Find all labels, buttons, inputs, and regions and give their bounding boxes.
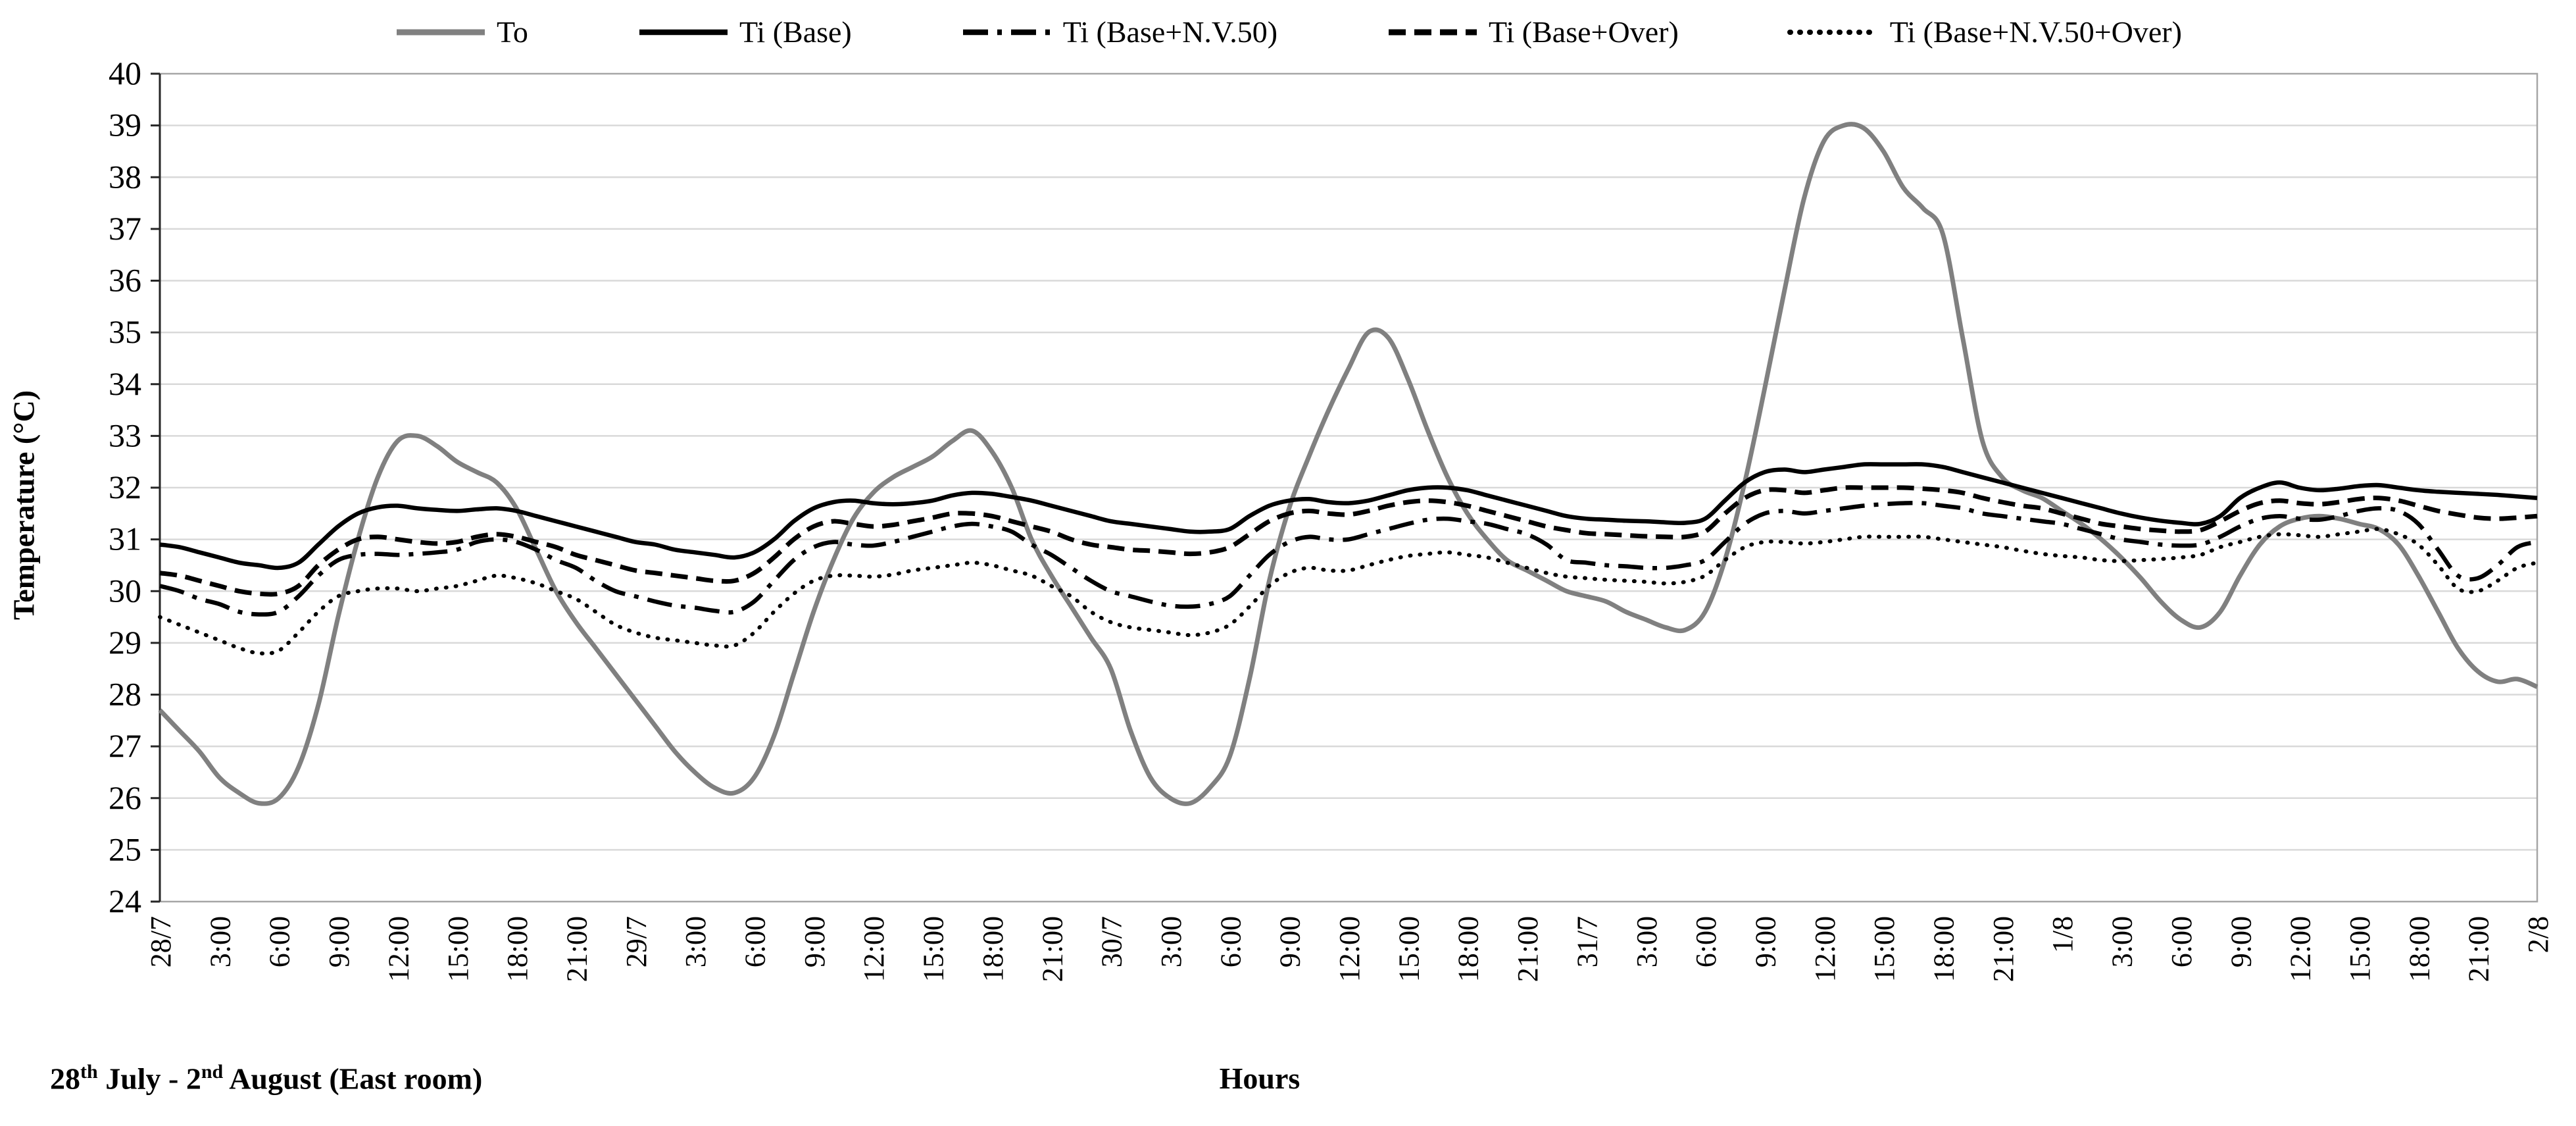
y-tick-label: 29 (109, 624, 141, 661)
x-tick-label: 15:00 (1868, 916, 1900, 982)
x-tick-label: 21:00 (1512, 916, 1544, 982)
legend-item-ti-base-over: Ti (Base+Over) (1386, 14, 1679, 49)
x-tick-label: 21:00 (560, 916, 593, 982)
caption: 28th July - 2nd August (East room) (50, 1061, 482, 1096)
x-tick-label: 3:00 (204, 916, 236, 967)
legend-label-ti-base-nv50-over: Ti (Base+N.V.50+Over) (1889, 15, 2182, 49)
x-tick-label: 12:00 (2285, 916, 2317, 982)
y-tick-label: 27 (109, 727, 141, 764)
x-tick-label: 15:00 (442, 916, 474, 982)
legend-item-ti-base-nv50-over: Ti (Base+N.V.50+Over) (1787, 14, 2182, 49)
line-sample-icon (397, 29, 485, 35)
line-sample-icon (962, 29, 1051, 35)
x-axis: 28/7 3:00 6:00 9:00 12:00 15:00 18:00 21:00 29/7… (145, 916, 2554, 982)
y-axis: 24 25 26 27 28 29 30 31 32 33 34 35 36 37 38 39 40 (109, 55, 161, 919)
x-tick-label: 3:00 (680, 916, 712, 967)
y-tick-label: 31 (109, 521, 141, 557)
series-line-0 (158, 122, 2539, 806)
x-tick-label: 9:00 (799, 916, 831, 967)
caption-superscript: th (80, 1061, 98, 1083)
x-tick-label: 9:00 (1749, 916, 1781, 967)
x-tick-label: 12:00 (1809, 916, 1841, 982)
x-tick-label: 18:00 (977, 916, 1009, 982)
caption-text: 28 (50, 1062, 80, 1096)
legend-label-ti-base: Ti (Base) (739, 15, 852, 49)
x-tick-label: 28/7 (145, 916, 177, 967)
legend-item-ti-base: Ti (Base) (637, 14, 852, 49)
y-tick-label: 40 (109, 55, 141, 91)
chart-legend: To Ti (Base) Ti (Base+N.V.50) Ti (Base+O… (0, 14, 2576, 49)
x-tick-label: 3:00 (1631, 916, 1663, 967)
y-tick-label: 34 (109, 365, 141, 402)
x-tick-label: 15:00 (918, 916, 950, 982)
x-tick-label: 15:00 (1393, 916, 1425, 982)
line-sample-icon (639, 29, 728, 35)
x-tick-label: 12:00 (1333, 916, 1366, 982)
x-tick-label: 21:00 (1987, 916, 2019, 982)
series-line-1 (159, 462, 2538, 571)
x-tick-label: 15:00 (2344, 916, 2376, 982)
y-tick-label: 38 (109, 158, 141, 195)
line-sample-icon (1389, 29, 1477, 35)
y-tick-label: 26 (109, 779, 141, 816)
x-tick-label: 18:00 (2403, 916, 2435, 982)
x-tick-label: 29/7 (620, 916, 653, 967)
x-tick-label: 18:00 (1452, 916, 1485, 982)
y-tick-label: 28 (109, 676, 141, 713)
x-tick-label: 12:00 (858, 916, 890, 982)
x-tick-label: 18:00 (1928, 916, 1960, 982)
y-tick-label: 39 (109, 107, 141, 143)
series-line-2 (159, 500, 2538, 617)
x-tick-label: 6:00 (1214, 916, 1247, 967)
x-tick-label: 9:00 (1274, 916, 1306, 967)
x-tick-label: 2/8 (2522, 916, 2554, 953)
gridlines (160, 124, 2537, 851)
legend-item-ti-base-nv50: Ti (Base+N.V.50) (960, 14, 1277, 49)
x-tick-label: 9:00 (2225, 916, 2257, 967)
x-tick-label: 21:00 (1036, 916, 1068, 982)
x-tick-label: 6:00 (2166, 916, 2198, 967)
legend-label-ti-base-over: Ti (Base+Over) (1489, 15, 1679, 49)
y-tick-label: 33 (109, 417, 141, 453)
y-tick-label: 36 (109, 262, 141, 299)
legend-item-to: To (394, 14, 528, 49)
x-axis-title: Hours (1219, 1062, 1300, 1095)
y-tick-label: 25 (109, 831, 141, 867)
y-tick-label: 30 (109, 572, 141, 609)
x-tick-label: 31/7 (1571, 916, 1603, 967)
caption-text: August (East room) (223, 1062, 483, 1096)
x-tick-label: 30/7 (1096, 916, 1128, 967)
x-tick-label: 21:00 (2463, 916, 2495, 982)
caption-text: July - 2 (97, 1062, 201, 1096)
legend-label-to: To (497, 15, 528, 49)
line-sample-icon (1787, 29, 1881, 35)
series-line-3 (159, 485, 2538, 597)
y-tick-label: 24 (109, 883, 141, 919)
y-tick-label: 37 (109, 210, 141, 247)
x-tick-label: 6:00 (739, 916, 772, 967)
x-tick-label: 3:00 (2106, 916, 2139, 967)
x-tick-label: 9:00 (323, 916, 355, 967)
y-tick-label: 32 (109, 469, 141, 505)
legend-label-ti-base-nv50: Ti (Base+N.V.50) (1062, 15, 1278, 49)
x-tick-label: 6:00 (264, 916, 296, 967)
x-tick-label: 12:00 (382, 916, 414, 982)
x-tick-label: 6:00 (1690, 916, 1722, 967)
caption-superscript: nd (201, 1061, 224, 1083)
x-tick-label: 3:00 (1155, 916, 1187, 967)
x-tick-label: 18:00 (501, 916, 533, 982)
y-axis-title: Temperature (°C) (7, 390, 41, 621)
y-tick-label: 35 (109, 313, 141, 350)
x-tick-label: 1/8 (2046, 916, 2079, 953)
